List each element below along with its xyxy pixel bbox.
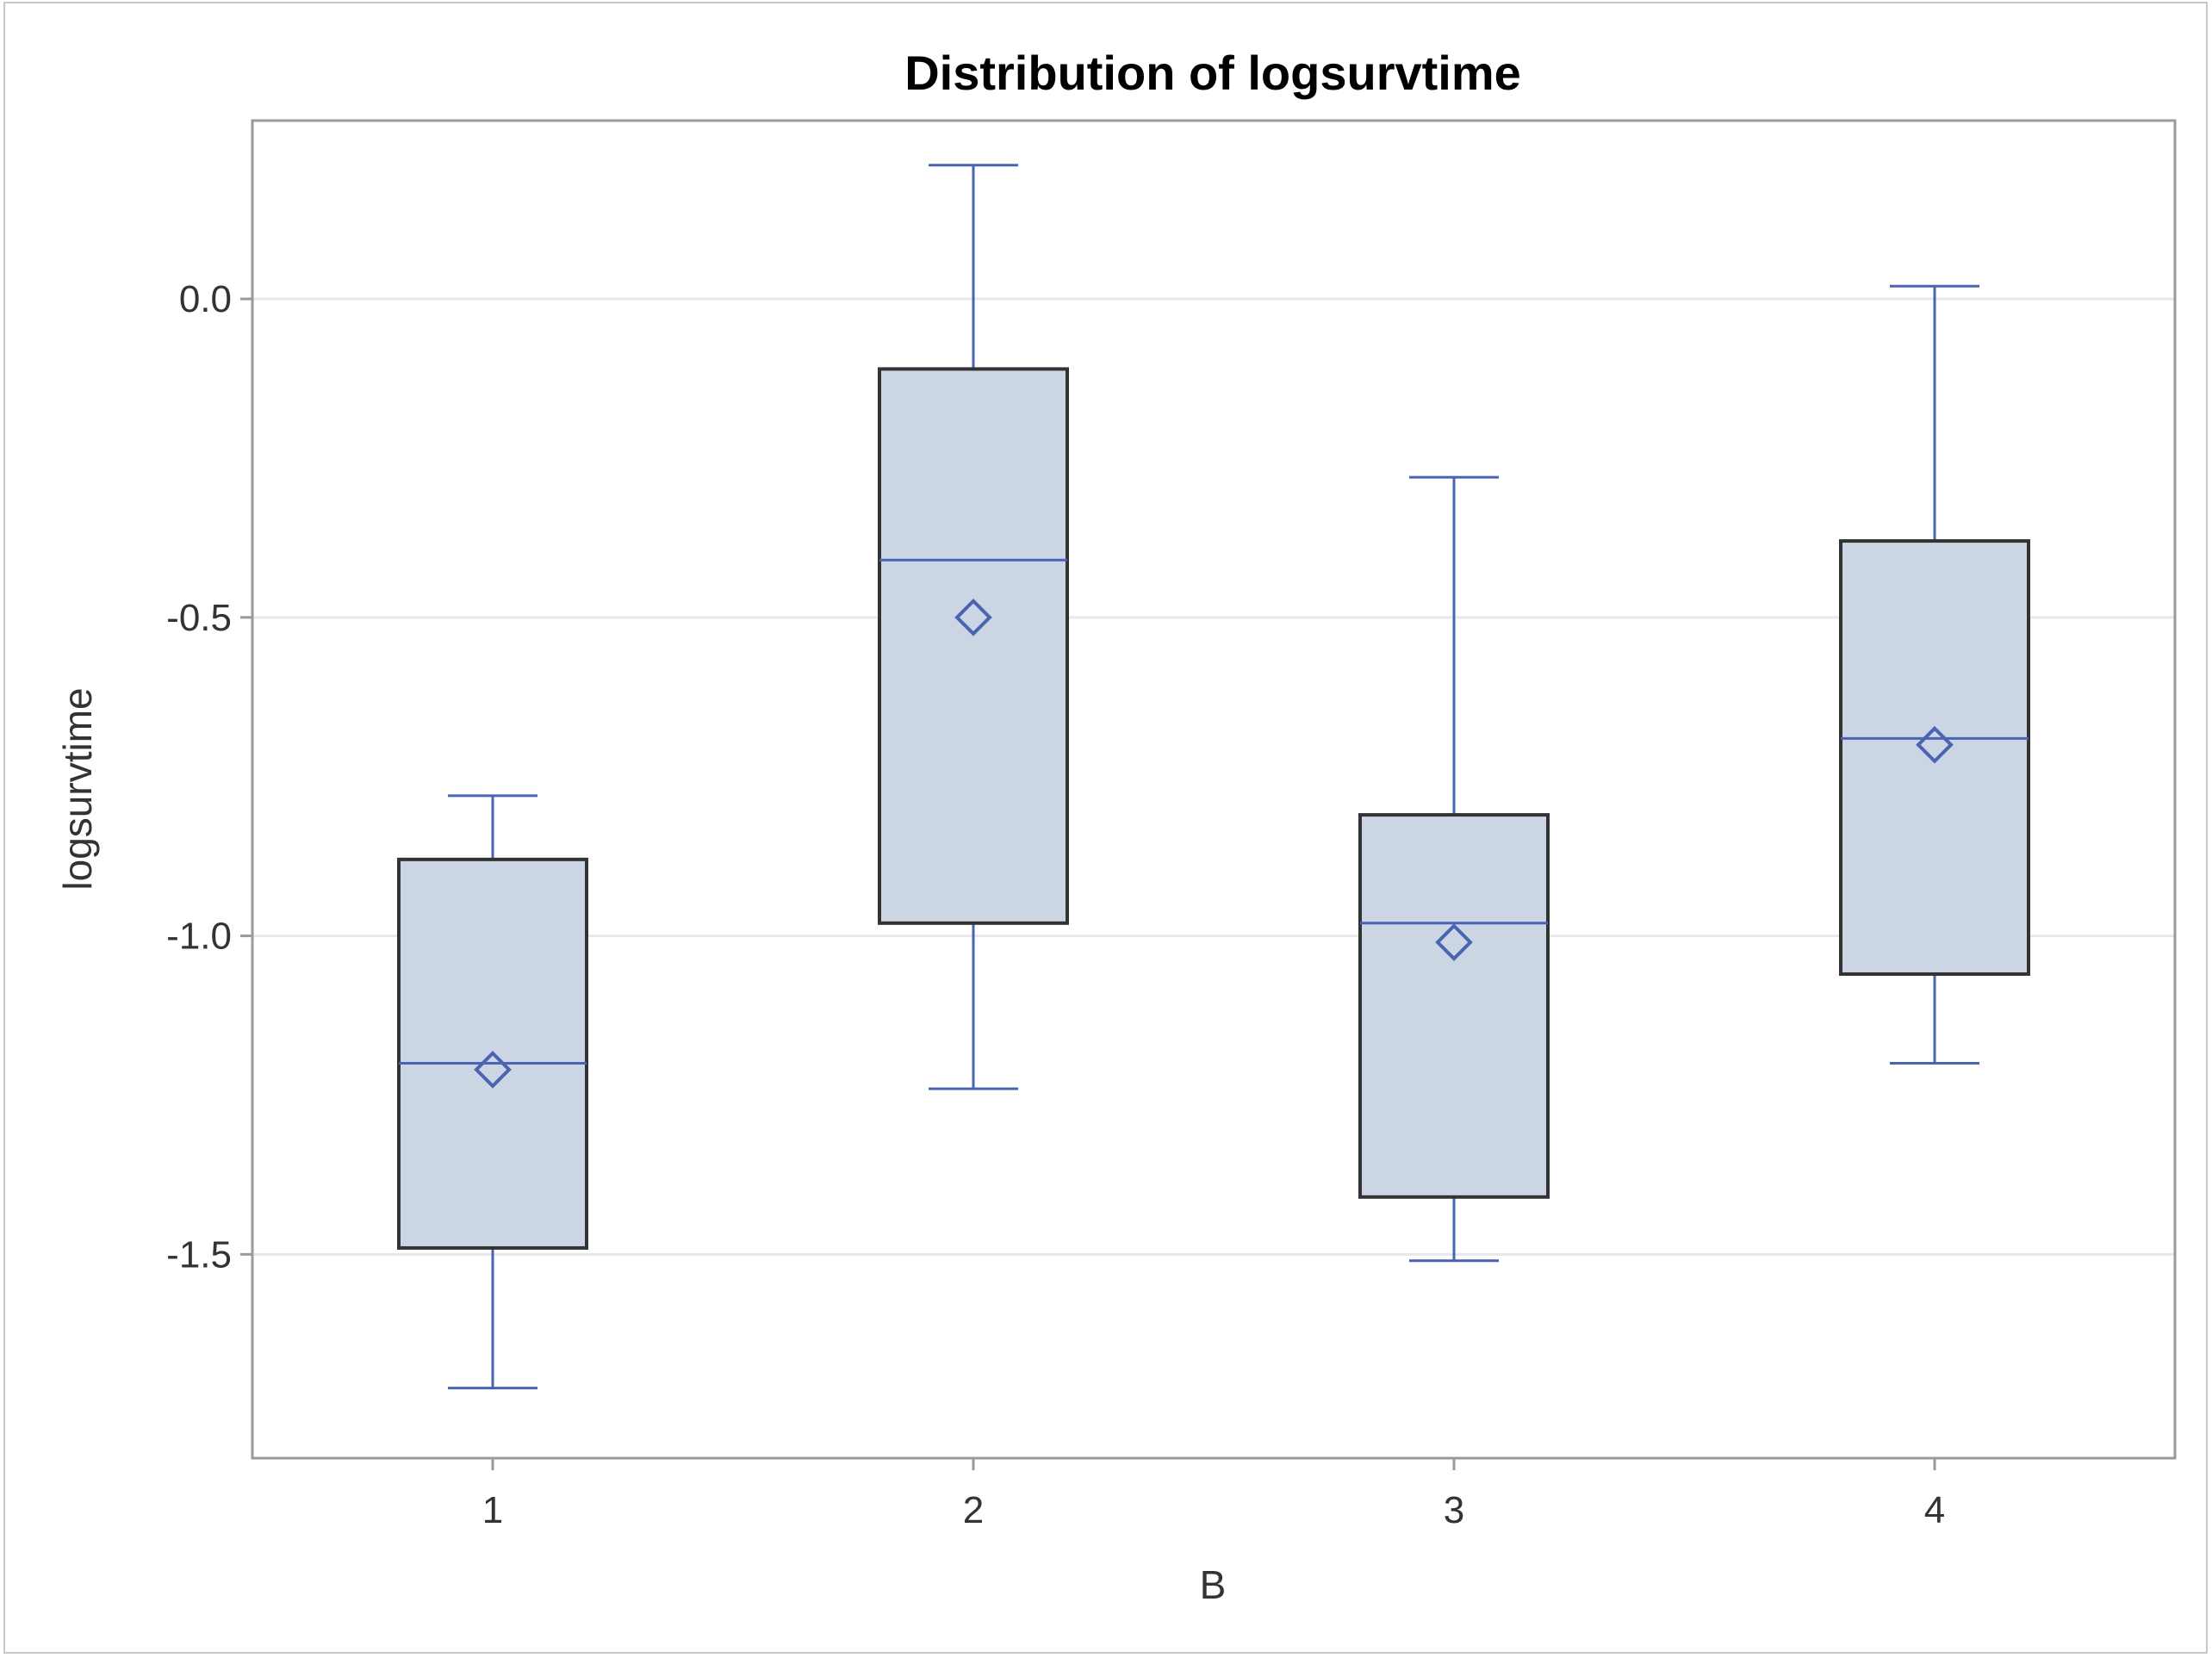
iqr-box — [1839, 539, 2030, 976]
x-tick-label: 1 — [482, 1489, 503, 1531]
x-tick-label: 2 — [963, 1489, 984, 1531]
mean-marker — [1435, 923, 1473, 961]
box-1 — [397, 794, 588, 1390]
box-4 — [1839, 284, 2030, 1065]
y-tick-label: -1.5 — [166, 1233, 232, 1276]
y-tick-label: -0.5 — [166, 597, 232, 639]
chart-title: Distribution of logsurvtime — [904, 46, 1521, 100]
iqr-box — [1358, 813, 1550, 1199]
y-tick-label: 0.0 — [179, 278, 232, 320]
x-axis-label: B — [1200, 1562, 1227, 1607]
mean-marker — [1916, 725, 1954, 764]
x-axis: 1 2 3 4 — [482, 1458, 1945, 1531]
boxplot-chart: Distribution of logsurvtime 0.0 -0.5 -1.0 -… — [55, 46, 2177, 1607]
mean-marker — [954, 599, 992, 636]
y-tick-label: -1.0 — [166, 916, 232, 958]
y-axis: 0.0 -0.5 -1.0 -1.5 — [166, 278, 252, 1276]
mean-marker — [474, 1051, 512, 1089]
chart-frame: Distribution of logsurvtime 0.0 -0.5 -1.0 -… — [3, 2, 2208, 1654]
box-series — [397, 164, 2030, 1390]
iqr-box — [878, 367, 1069, 925]
y-axis-label: logsurvtime — [55, 687, 100, 890]
x-tick-label: 3 — [1444, 1489, 1464, 1531]
box-3 — [1358, 475, 1550, 1263]
plot-area — [251, 119, 2177, 1460]
box-2 — [878, 164, 1069, 1090]
x-tick-label: 4 — [1924, 1489, 1945, 1531]
